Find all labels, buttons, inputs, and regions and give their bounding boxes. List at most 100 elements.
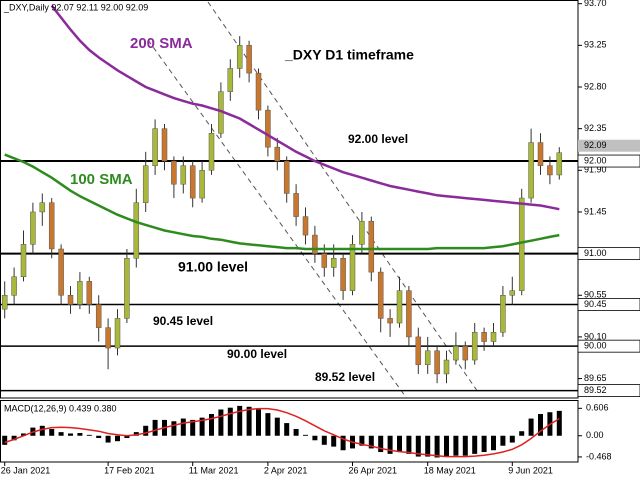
macd-bar [143, 425, 149, 436]
candle-body [302, 216, 309, 236]
macd-bar [340, 435, 346, 451]
candle-body [105, 327, 111, 349]
candle-body [161, 128, 168, 162]
macd-bar [49, 428, 55, 436]
candle-body [490, 332, 497, 342]
candle-body [537, 142, 544, 166]
candle-body [312, 234, 318, 254]
candle-body [189, 165, 196, 199]
macd-bar [21, 433, 26, 436]
candle-body [208, 133, 215, 171]
x-tick-label: 9 Jun 2021 [508, 465, 553, 475]
candle-body [462, 345, 469, 361]
y-tick-label: 89.65 [584, 373, 607, 383]
level-text: 92.00 level [348, 132, 408, 146]
macd-bar [303, 434, 308, 436]
macd-bar [171, 421, 177, 436]
candle-body [406, 290, 412, 338]
macd-panel [2, 405, 562, 458]
channel-line [207, 1, 479, 393]
macd-label: MACD(12,26,9) 0.439 0.380 [4, 403, 117, 413]
candle-body [236, 45, 243, 69]
candle-body [246, 45, 252, 74]
macd-bar [368, 435, 374, 449]
candle-body [265, 109, 271, 148]
macd-bar [124, 435, 130, 439]
macd-bar [312, 435, 318, 441]
macd-bar [86, 434, 92, 436]
macd-bar [444, 435, 449, 458]
candle-body [330, 257, 337, 268]
level-label-box [577, 384, 640, 397]
macd-bar [500, 435, 506, 446]
y-tick-label: 93.70 [584, 0, 607, 8]
macd-bar [246, 406, 252, 436]
candle-body [434, 350, 440, 375]
macd-bar [115, 435, 120, 442]
macd-bar [133, 432, 139, 436]
y-tick-label: 92.80 [584, 81, 607, 91]
level-label: 89.52 [584, 385, 607, 395]
candle-body [293, 193, 299, 217]
x-tick-label: 18 May 2021 [424, 465, 476, 475]
sma-line [4, 153, 560, 251]
macd-bar [556, 410, 562, 436]
candle-body [20, 244, 27, 277]
candle-body [321, 253, 328, 268]
x-tick-label: 2 Apr 2021 [264, 465, 308, 475]
candle-body [39, 202, 46, 213]
macd-bar [256, 409, 261, 436]
x-tick-label: 11 Mar 2021 [189, 465, 239, 475]
candle-body [30, 211, 36, 245]
candle-body [481, 332, 487, 342]
macd-bar [528, 418, 534, 436]
level-text: 90.00 level [227, 347, 287, 361]
candle-body [509, 290, 516, 296]
macd-bar [2, 435, 8, 445]
macd-bar [284, 423, 290, 436]
macd-bar [218, 409, 224, 436]
candle-body [415, 336, 422, 365]
candle-body [283, 160, 290, 194]
macd-bar [472, 435, 478, 454]
macd-bar [227, 407, 233, 436]
candle-body [528, 142, 534, 199]
macd-bar [77, 433, 83, 436]
macd-bar [274, 417, 280, 436]
macd-y-tick-label: 0.00 [586, 430, 604, 440]
candle-body [387, 318, 393, 324]
candle-body [443, 359, 450, 375]
candle-body [114, 318, 121, 349]
x-tick-label: 17 Feb 2021 [104, 465, 155, 475]
y-tick-label: 90.10 [584, 331, 607, 341]
macd-bar [209, 414, 214, 436]
macd-bar [68, 433, 73, 436]
candle-body [124, 257, 130, 319]
macd-bar [58, 432, 64, 436]
macd-y-tick-label: 0.606 [586, 403, 609, 413]
sma-line [50, 4, 560, 211]
macd-bar [538, 414, 543, 436]
channel-line [147, 39, 408, 398]
candle-body [58, 248, 64, 296]
macd-bar [425, 435, 431, 457]
macd-bar [331, 435, 337, 447]
level-label-box [577, 339, 640, 353]
candle-body [11, 276, 17, 296]
macd-bar [387, 435, 393, 454]
macd-bar [509, 435, 515, 443]
candle-body [142, 165, 149, 203]
candle-body [48, 202, 55, 250]
level-text: 91.00 level [178, 259, 248, 275]
macd-bar [378, 435, 384, 453]
symbol-info: _DXY,Daily 92.07 92.11 92.00 92.09 [3, 2, 148, 12]
macd-bar [481, 435, 487, 453]
level-label-box [577, 154, 640, 168]
y-tick-label: 92.35 [584, 123, 607, 133]
candle-body [86, 281, 93, 305]
level-label-box [577, 298, 640, 311]
candle-body [171, 160, 177, 185]
